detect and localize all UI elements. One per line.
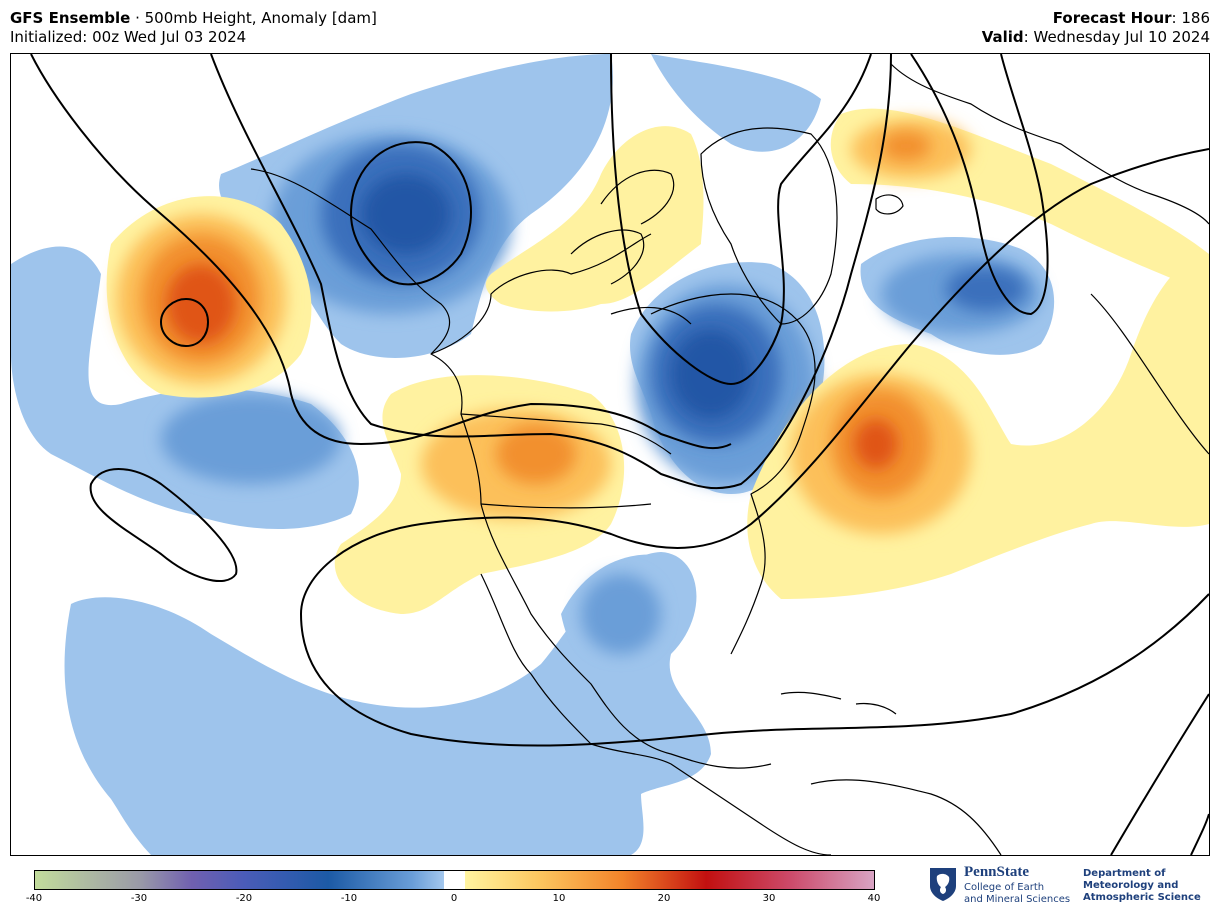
neg-anomaly-east-pacific-tropics [64, 552, 712, 855]
colorbar-tick-label: 0 [450, 893, 458, 904]
pennstate-logo: PennState College of Earth and Mineral S… [928, 864, 1078, 906]
neg-mid-pacific [161, 394, 341, 484]
valid-label: Valid [981, 28, 1024, 46]
contour-6 [610, 54, 872, 386]
caribbean-islands [780, 691, 897, 715]
dept-line-3: Atmospheric Science [1083, 892, 1201, 903]
nittany-lion-shield-icon [930, 868, 956, 901]
greenland-coast [700, 127, 838, 325]
mexico-central-america [480, 573, 832, 855]
model-name: GFS Ensemble [10, 9, 131, 27]
neg-mid-gulf [581, 574, 661, 654]
contour-7 [300, 148, 1209, 615]
neg-deep-atlantic [946, 267, 1026, 311]
contour-4 [159, 297, 210, 348]
contour-3 [349, 141, 472, 286]
valid-time: Valid: Wednesday Jul 10 2024 [982, 28, 1210, 47]
neg-core-alaska [361, 174, 451, 254]
anomaly-map [10, 53, 1210, 856]
colorbar-tick-label: -10 [340, 893, 358, 904]
pos-core-atlantic [854, 419, 898, 469]
colorbar-tick-label: 30 [762, 893, 776, 904]
colorbar [34, 870, 875, 890]
forecast-hour: Forecast Hour: 186 [1053, 9, 1210, 28]
forecast-hour-value: : 186 [1171, 9, 1210, 27]
colorbar-tick-label: -30 [130, 893, 148, 904]
pos-anomaly-greenland-canada [485, 126, 704, 312]
pennstate-wordmark: PennState [964, 864, 1029, 880]
department-name: Department of Meteorology and Atmospheri… [1083, 868, 1201, 904]
pos-deep-western-us [496, 424, 576, 484]
colorbar-gradient [34, 870, 875, 890]
contour-10 [1110, 693, 1209, 855]
iceland [875, 194, 904, 215]
contour-8 [300, 593, 1209, 747]
colorbar-tick-label: 20 [657, 893, 671, 904]
contour-2 [210, 54, 892, 490]
colorbar-tick-label: 40 [867, 893, 881, 904]
north-america-coast [250, 168, 816, 769]
valid-value: : Wednesday Jul 10 2024 [1023, 28, 1210, 46]
college-line-1: College of Earth [964, 882, 1045, 893]
pos-deep-europe [881, 131, 931, 161]
map-svg [11, 54, 1209, 855]
college-line-2: and Mineral Sciences [964, 894, 1071, 905]
dept-line-2: Meteorology and [1083, 880, 1179, 891]
coastlines [250, 63, 1209, 855]
negative-anomaly-core [361, 174, 751, 419]
colorbar-tick-label: -40 [25, 893, 43, 904]
colorbar-tick-label: -20 [235, 893, 253, 904]
europe-asia-coast [890, 63, 1209, 455]
height-contours [30, 54, 1209, 855]
contour-9 [910, 54, 1049, 316]
init-time: Initialized: 00z Wed Jul 03 2024 [10, 28, 247, 46]
forecast-hour-label: Forecast Hour [1052, 9, 1172, 27]
contour-1 [30, 54, 732, 450]
contour-5 [89, 468, 238, 583]
title-separator: · [130, 9, 145, 27]
neg-core-hudson [671, 329, 751, 419]
colorbar-tick-label: 10 [552, 893, 566, 904]
field-name: 500mb Height, Anomaly [dam] [144, 9, 377, 27]
south-america-coast [810, 779, 1002, 855]
dept-line-1: Department of [1083, 868, 1166, 879]
us-border [460, 413, 672, 509]
neg-anomaly-arctic-strip [651, 54, 821, 152]
title-line: GFS Ensemble · 500mb Height, Anomaly [da… [10, 9, 377, 28]
